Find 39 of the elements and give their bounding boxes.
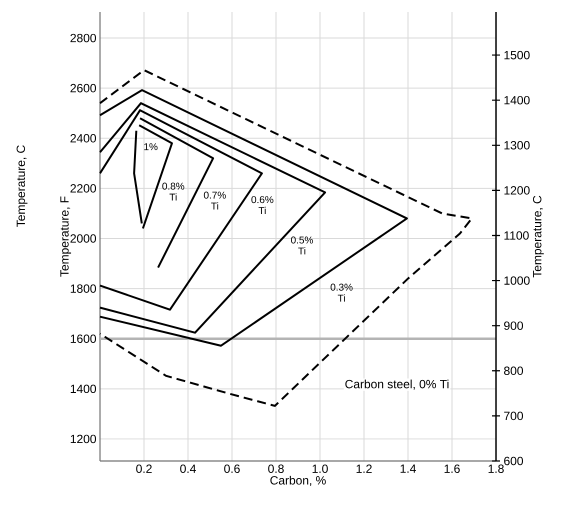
y-axis-title: Temperature, F — [60, 196, 72, 277]
annotation: Carbon steel, 0% Ti — [345, 380, 448, 390]
x-tick-label: 0.2 — [136, 464, 152, 473]
annotation: 0.6% Ti — [251, 196, 274, 214]
annotation: 0.5% Ti — [291, 236, 313, 254]
annotation: 0.7% Ti — [204, 192, 226, 210]
x-tick-label: 1.6 — [444, 464, 460, 473]
x-axis-title: Carbon, % — [270, 476, 326, 486]
y-tick-label: 2800 — [70, 34, 96, 42]
x-tick-label: 1.2 — [356, 464, 372, 473]
x-tick-label: 0.6 — [224, 464, 240, 473]
y-tick-label: 2000 — [70, 234, 96, 243]
x-tick-label: 1.0 — [312, 464, 328, 473]
y2-axis-title: Temperature, C — [532, 196, 544, 278]
x-tick-label: 1.4 — [400, 464, 416, 473]
x-tick-label: 0.4 — [180, 464, 196, 473]
y-tick-label: 1800 — [70, 284, 96, 293]
y2-tick-label: 1400 — [504, 96, 530, 104]
y2-tick-label: 600 — [504, 456, 524, 466]
y-tick-label: 2200 — [70, 184, 96, 193]
annotation: 1% — [144, 143, 158, 150]
y-tick-label: 1400 — [70, 384, 96, 394]
x-tick-label: 0.8 — [268, 464, 284, 473]
y-tick-label: 2400 — [70, 134, 96, 142]
y2-tick-label: 1200 — [504, 186, 530, 195]
x-tick-label: 1.8 — [488, 464, 504, 473]
y2-tick-label: 1300 — [504, 141, 530, 150]
y2-tick-label: 1000 — [504, 276, 530, 285]
y2-tick-label: 900 — [504, 321, 524, 330]
y-tick-label: 2600 — [70, 84, 96, 92]
y2-tick-label: 1500 — [504, 50, 530, 60]
text: Temperature, C — [16, 145, 28, 227]
y2-tick-label: 800 — [504, 366, 524, 376]
y2-tick-label: 700 — [504, 412, 524, 420]
y2-tick-label: 1100 — [504, 231, 529, 240]
y-tick-label: 1200 — [70, 434, 96, 444]
annotation: 0.3% Ti — [330, 284, 353, 302]
annotation: 0.8% Ti — [162, 182, 184, 201]
y-tick-label: 1600 — [70, 334, 96, 343]
